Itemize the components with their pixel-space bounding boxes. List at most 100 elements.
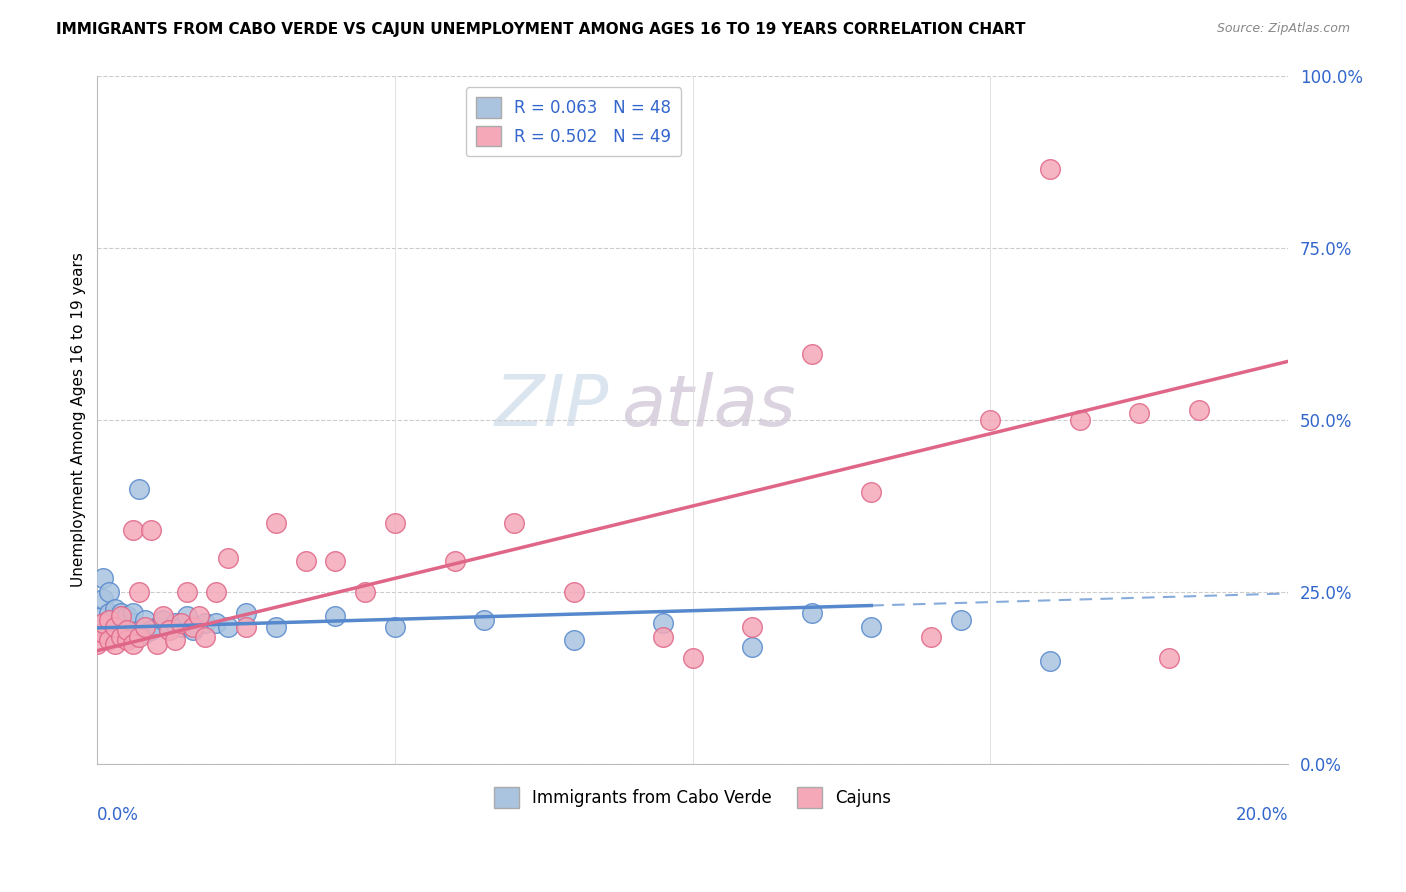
- Point: [122, 523, 145, 537]
- Y-axis label: Unemployment Among Ages 16 to 19 years: Unemployment Among Ages 16 to 19 years: [72, 252, 86, 587]
- Point: [98, 626, 121, 640]
- Point: [134, 619, 156, 633]
- Point: [122, 606, 145, 620]
- Text: ZIP: ZIP: [495, 372, 609, 441]
- Point: [98, 633, 121, 648]
- Text: 0.0%: 0.0%: [97, 805, 139, 823]
- Point: [800, 606, 823, 620]
- Point: [139, 523, 162, 537]
- Point: [115, 623, 138, 637]
- Point: [122, 616, 145, 631]
- Point: [115, 626, 138, 640]
- Point: [1069, 413, 1091, 427]
- Point: [354, 585, 377, 599]
- Point: [181, 619, 204, 633]
- Point: [110, 630, 132, 644]
- Point: [157, 623, 180, 637]
- Point: [134, 626, 156, 640]
- Point: [163, 633, 186, 648]
- Point: [384, 619, 406, 633]
- Point: [562, 633, 585, 648]
- Point: [91, 571, 114, 585]
- Point: [193, 630, 215, 644]
- Point: [152, 609, 174, 624]
- Point: [205, 616, 228, 631]
- Point: [146, 637, 169, 651]
- Point: [741, 619, 763, 633]
- Point: [91, 616, 114, 631]
- Point: [187, 609, 209, 624]
- Point: [86, 623, 108, 637]
- Point: [122, 630, 145, 644]
- Point: [264, 516, 287, 531]
- Point: [860, 485, 883, 500]
- Point: [115, 609, 138, 624]
- Point: [170, 619, 193, 633]
- Point: [122, 637, 145, 651]
- Point: [472, 613, 495, 627]
- Point: [325, 554, 347, 568]
- Point: [193, 616, 215, 631]
- Point: [139, 623, 162, 637]
- Point: [115, 633, 138, 648]
- Point: [110, 619, 132, 633]
- Point: [110, 630, 132, 644]
- Point: [98, 606, 121, 620]
- Point: [152, 613, 174, 627]
- Point: [163, 616, 186, 631]
- Point: [979, 413, 1001, 427]
- Text: Source: ZipAtlas.com: Source: ZipAtlas.com: [1216, 22, 1350, 36]
- Point: [104, 630, 127, 644]
- Point: [110, 609, 132, 624]
- Point: [91, 626, 114, 640]
- Point: [1128, 406, 1150, 420]
- Point: [176, 609, 198, 624]
- Point: [128, 630, 150, 644]
- Point: [98, 585, 121, 599]
- Point: [235, 619, 257, 633]
- Legend: Immigrants from Cabo Verde, Cajuns: Immigrants from Cabo Verde, Cajuns: [488, 780, 898, 814]
- Point: [652, 630, 675, 644]
- Point: [264, 619, 287, 633]
- Text: IMMIGRANTS FROM CABO VERDE VS CAJUN UNEMPLOYMENT AMONG AGES 16 TO 19 YEARS CORRE: IMMIGRANTS FROM CABO VERDE VS CAJUN UNEM…: [56, 22, 1026, 37]
- Point: [562, 585, 585, 599]
- Point: [110, 606, 132, 620]
- Point: [104, 619, 127, 633]
- Point: [205, 585, 228, 599]
- Point: [104, 602, 127, 616]
- Point: [294, 554, 316, 568]
- Point: [157, 623, 180, 637]
- Point: [920, 630, 942, 644]
- Point: [235, 606, 257, 620]
- Point: [98, 613, 121, 627]
- Point: [1157, 650, 1180, 665]
- Point: [652, 616, 675, 631]
- Point: [128, 585, 150, 599]
- Point: [181, 623, 204, 637]
- Point: [104, 609, 127, 624]
- Point: [128, 623, 150, 637]
- Point: [176, 585, 198, 599]
- Point: [91, 591, 114, 606]
- Point: [1039, 161, 1062, 176]
- Point: [325, 609, 347, 624]
- Point: [217, 619, 239, 633]
- Point: [384, 516, 406, 531]
- Point: [1188, 402, 1211, 417]
- Point: [91, 609, 114, 624]
- Point: [1039, 654, 1062, 668]
- Point: [98, 613, 121, 627]
- Point: [217, 550, 239, 565]
- Point: [128, 482, 150, 496]
- Point: [170, 616, 193, 631]
- Point: [115, 616, 138, 631]
- Point: [443, 554, 465, 568]
- Point: [146, 619, 169, 633]
- Point: [86, 637, 108, 651]
- Point: [741, 640, 763, 655]
- Point: [800, 347, 823, 361]
- Point: [949, 613, 972, 627]
- Point: [682, 650, 704, 665]
- Point: [860, 619, 883, 633]
- Point: [104, 637, 127, 651]
